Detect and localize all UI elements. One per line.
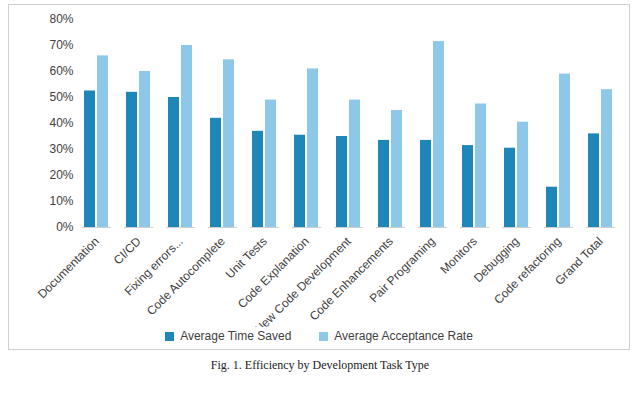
svg-text:Fixing errors...: Fixing errors... <box>121 234 186 299</box>
html-text:Average Time Saved: Average Time Saved <box>180 329 292 343</box>
svg-text:50%: 50% <box>49 90 73 104</box>
svg-text:Debugging: Debugging <box>470 234 522 286</box>
svg-text:80%: 80% <box>49 12 73 26</box>
svg-text:Grand Total: Grand Total <box>552 234 606 288</box>
svg-text:30%: 30% <box>49 142 73 156</box>
svg-text:CI/CD: CI/CD <box>111 234 144 267</box>
svg-text:Code Enhancements: Code Enhancements <box>306 234 396 324</box>
svg-text:Code refactoring: Code refactoring <box>491 234 564 307</box>
svg-text:0%: 0% <box>56 220 74 234</box>
svg-text:Unit Tests: Unit Tests <box>222 234 270 282</box>
svg-text:20%: 20% <box>49 168 73 182</box>
svg-text:70%: 70% <box>49 38 73 52</box>
svg-text:10%: 10% <box>49 194 73 208</box>
svg-text:Monitors: Monitors <box>437 234 479 276</box>
svg-text:60%: 60% <box>49 64 73 78</box>
svg-text:Code Explanation: Code Explanation <box>235 234 312 311</box>
html-text:Average Acceptance Rate: Average Acceptance Rate <box>334 329 473 343</box>
svg-text:Pair Programing: Pair Programing <box>367 234 438 305</box>
svg-text:Documentation: Documentation <box>35 234 102 301</box>
svg-text:Code Autocomplete: Code Autocomplete <box>144 234 228 318</box>
html-text:Fig. 1. Efficiency by Developm: Fig. 1. Efficiency by Development Task T… <box>210 358 430 372</box>
svg-text:40%: 40% <box>49 116 73 130</box>
